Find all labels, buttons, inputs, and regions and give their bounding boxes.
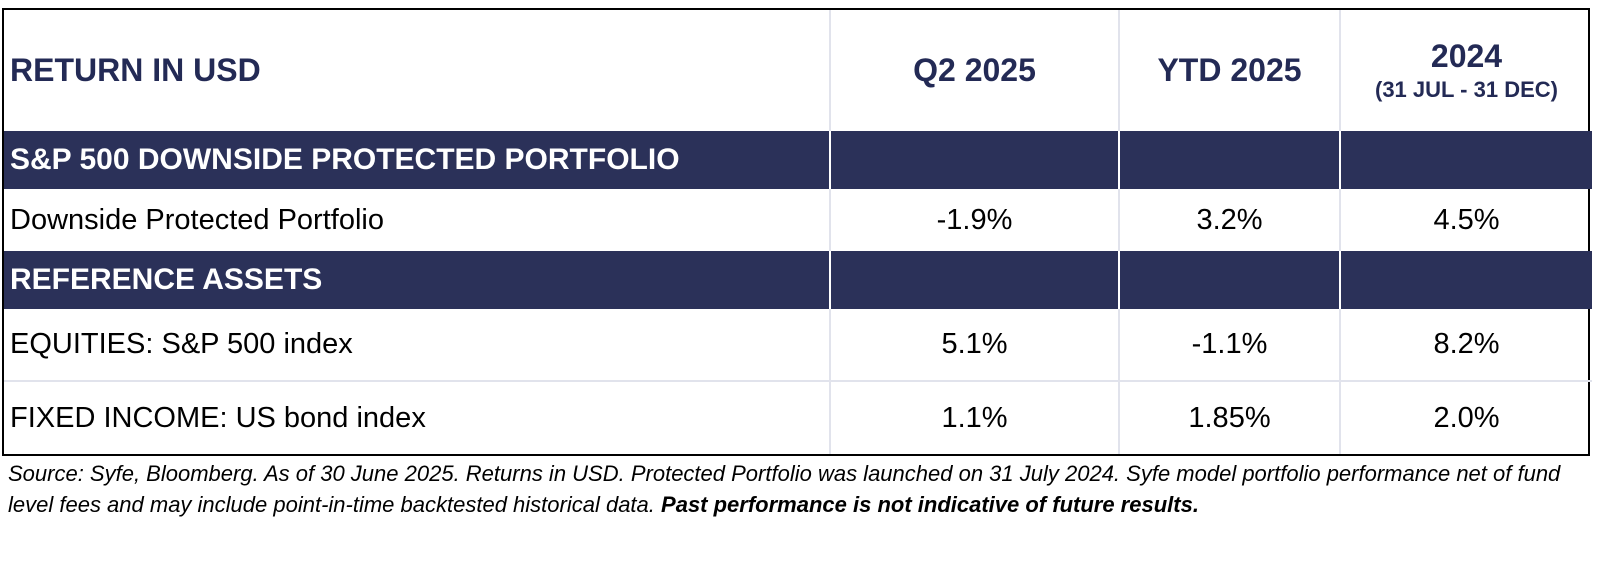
row-label: FIXED INCOME: US bond index: [4, 381, 831, 454]
header-ytd-2025: YTD 2025: [1119, 10, 1341, 131]
section-cell-empty: [1340, 251, 1592, 309]
section-cell-empty: [1119, 251, 1341, 309]
cell-2024: 8.2%: [1433, 328, 1500, 360]
header-return-in-usd: RETURN IN USD: [4, 10, 831, 131]
table-row: FIXED INCOME: US bond index 1.1% 1.85% 2…: [4, 381, 1592, 454]
cell-q2-2025: -1.9%: [830, 189, 1120, 251]
source-footnote: Source: Syfe, Bloomberg. As of 30 June 2…: [8, 458, 1568, 520]
section-title: REFERENCE ASSETS: [4, 251, 831, 309]
header-2024-period: (31 JUL - 31 DEC): [1375, 77, 1558, 102]
section-cell-empty: [830, 251, 1120, 309]
cell-q2-2025: 5.1%: [830, 309, 1120, 381]
returns-table: RETURN IN USD Q2 2025 YTD 2025 2024 (31 …: [4, 10, 1592, 454]
footnote-disclaimer: Past performance is not indicative of fu…: [661, 492, 1199, 517]
cell-2024: 2.0%: [1433, 401, 1500, 434]
header-2024-year: 2024: [1430, 38, 1503, 74]
row-label: EQUITIES: S&P 500 index: [4, 309, 831, 381]
section-cell-empty: [830, 131, 1120, 189]
section-title: S&P 500 DOWNSIDE PROTECTED PORTFOLIO: [4, 131, 831, 189]
row-label: Downside Protected Portfolio: [4, 189, 831, 251]
footnote-text: Source: Syfe, Bloomberg. As of 30 June 2…: [8, 461, 1561, 517]
table-header-row: RETURN IN USD Q2 2025 YTD 2025 2024 (31 …: [4, 10, 1592, 131]
cell-ytd-2025: -1.1%: [1119, 309, 1341, 381]
header-2024: 2024 (31 JUL - 31 DEC): [1340, 10, 1592, 131]
cell-ytd-2025: 1.85%: [1119, 381, 1341, 454]
cell-2024: 4.5%: [1433, 203, 1500, 236]
section-row-reference-assets: REFERENCE ASSETS: [4, 251, 1592, 309]
section-row-protected-portfolio: S&P 500 DOWNSIDE PROTECTED PORTFOLIO: [4, 131, 1592, 189]
table-row: Downside Protected Portfolio -1.9% 3.2% …: [4, 189, 1592, 251]
section-cell-empty: [1340, 131, 1592, 189]
cell-q2-2025: 1.1%: [830, 381, 1120, 454]
table-row: EQUITIES: S&P 500 index 5.1% -1.1% 8.2%: [4, 309, 1592, 381]
section-cell-empty: [1119, 131, 1341, 189]
cell-ytd-2025: 3.2%: [1119, 189, 1341, 251]
header-q2-2025: Q2 2025: [830, 10, 1120, 131]
returns-table-container: RETURN IN USD Q2 2025 YTD 2025 2024 (31 …: [2, 8, 1592, 456]
